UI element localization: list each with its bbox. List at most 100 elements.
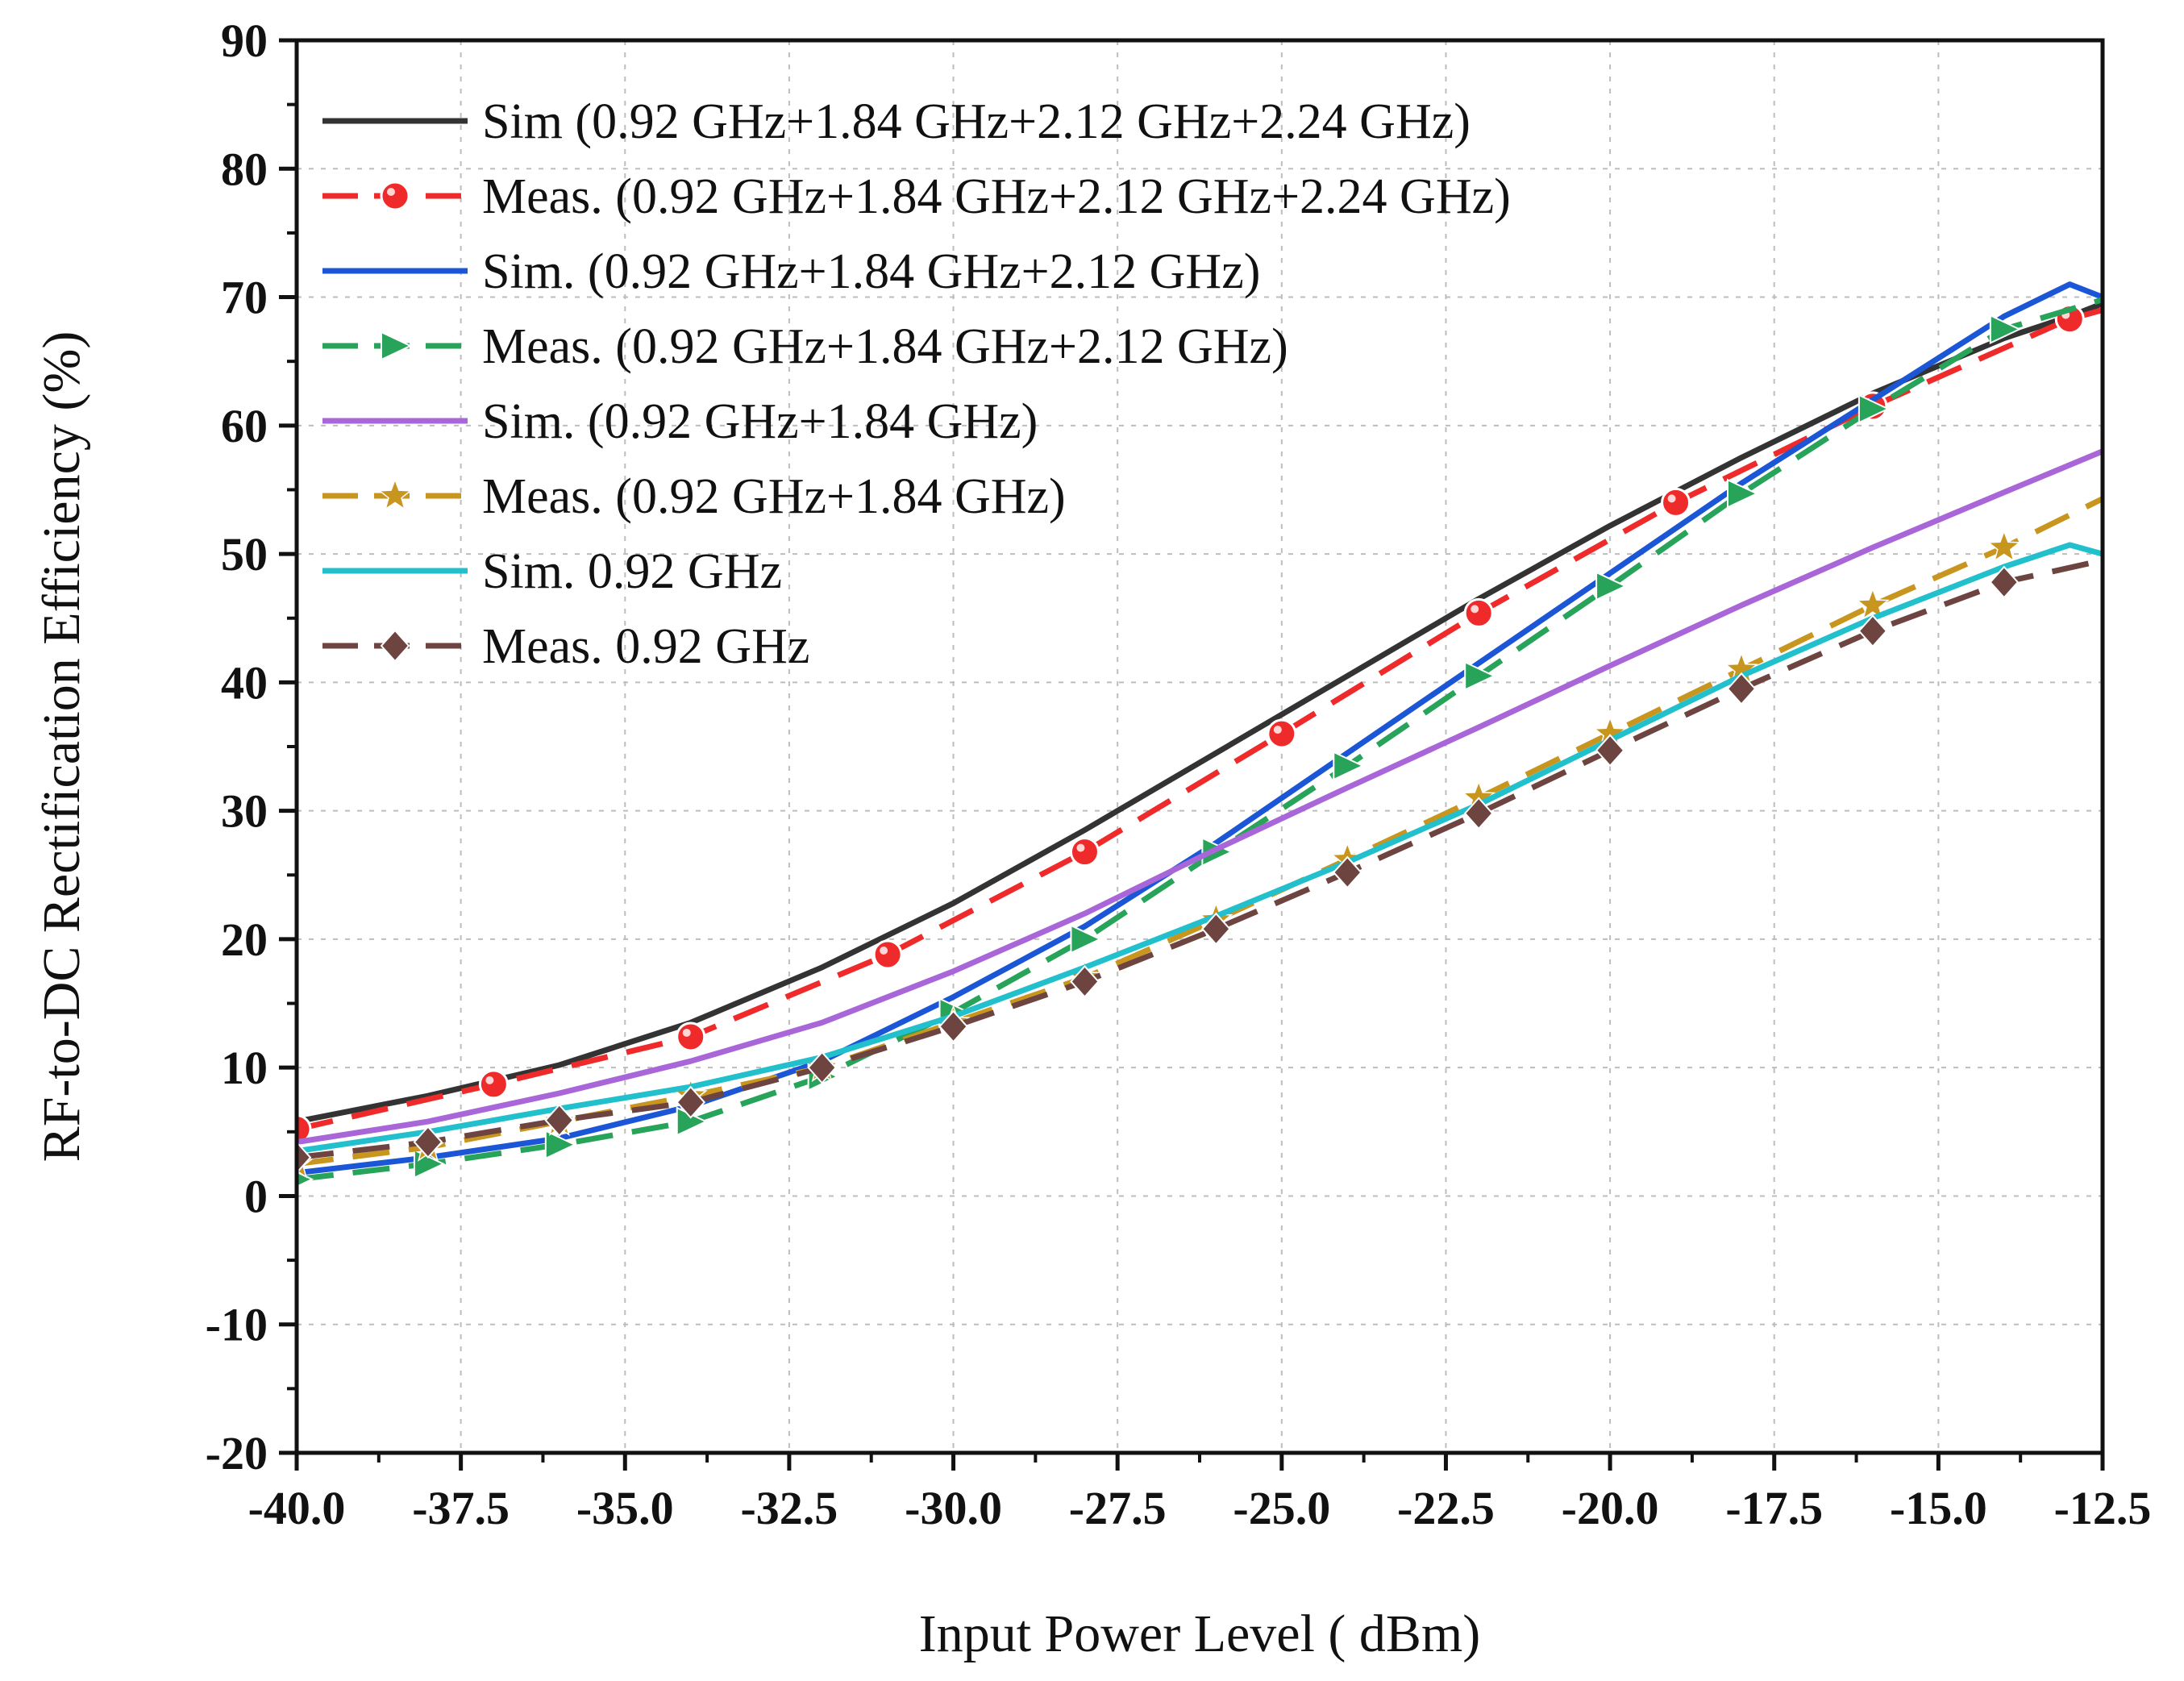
marker-circle	[1661, 487, 1691, 518]
marker-highlight	[387, 188, 395, 196]
grid-layer	[297, 40, 2103, 1453]
series-3	[297, 281, 2103, 1176]
legend-entry: Sim. (0.92 GHz+1.84 GHz)	[322, 394, 1038, 449]
marker-diamond	[1726, 672, 1757, 705]
marker-triangle	[1857, 393, 1891, 424]
marker-triangle	[1989, 314, 2022, 344]
marker-highlight	[485, 1076, 494, 1084]
y-tick-label: 90	[221, 15, 268, 67]
x-tick-label: -25.0	[1233, 1482, 1330, 1534]
series-layer	[297, 281, 2103, 1188]
legend-entry: Meas. (0.92 GHz+1.84 GHz)	[322, 469, 1066, 524]
legend-label: Sim. (0.92 GHz+1.84 GHz+2.12 GHz)	[482, 244, 1260, 299]
legend-entry: Sim. 0.92 GHz	[322, 544, 782, 599]
x-tick-label: -30.0	[905, 1482, 1002, 1534]
x-tick-label: -40.0	[248, 1482, 346, 1534]
legend-label: Meas. 0.92 GHz	[482, 619, 809, 674]
y-tick-label: -20	[206, 1427, 268, 1479]
marker-circle	[380, 181, 410, 211]
marker-diamond	[1070, 964, 1100, 998]
marker-diamond	[807, 1051, 837, 1084]
y-tick-label: 0	[244, 1170, 268, 1222]
marker-highlight	[1471, 605, 1479, 614]
marker-diamond	[1463, 797, 1494, 830]
x-tick-label: -27.5	[1069, 1482, 1167, 1534]
y-tick-label: -10	[206, 1299, 268, 1351]
marker-circle	[1463, 597, 1494, 628]
marker-highlight	[1273, 726, 1282, 734]
series-line	[297, 301, 2103, 1125]
x-axis-title: Input Power Level ( dBm)	[919, 1604, 1481, 1663]
marker-circle	[297, 1114, 312, 1145]
y-tick-label: 60	[221, 400, 268, 452]
marker-diamond	[1857, 614, 1888, 648]
series-line	[297, 307, 2103, 1133]
legend-label: Meas. (0.92 GHz+1.84 GHz+2.12 GHz+2.24 G…	[482, 169, 1511, 224]
x-tick-label: -20.0	[1562, 1482, 1659, 1534]
marker-star	[1986, 529, 2021, 563]
x-tick-label: -12.5	[2054, 1482, 2152, 1534]
axis-layer: -40.0 -37.5 -35.0 -32.5 -30.0 -27.5 -25.0 -22.5…	[206, 15, 2152, 1534]
series-2	[297, 304, 2103, 1145]
series-line	[297, 542, 2103, 1155]
y-tick-label: 80	[221, 143, 268, 195]
legend-label: Sim. (0.92 GHz+1.84 GHz)	[482, 394, 1038, 449]
series-8	[297, 557, 2103, 1175]
legend-entry: Sim. (0.92 GHz+1.84 GHz+2.12 GHz)	[322, 244, 1260, 299]
marker-triangle	[381, 331, 413, 361]
marker-highlight	[880, 947, 888, 955]
marker-diamond	[938, 1009, 968, 1043]
marker-triangle	[544, 1130, 577, 1160]
series-line	[297, 448, 2103, 1146]
y-tick-label: 10	[221, 1042, 268, 1094]
x-tick-label: -15.0	[1890, 1482, 1987, 1534]
marker-highlight	[1667, 494, 1676, 503]
marker-diamond	[1989, 565, 2020, 599]
legend-entry: Meas. (0.92 GHz+1.84 GHz+2.12 GHz+2.24 G…	[322, 169, 1511, 224]
marker-circle	[676, 1021, 706, 1052]
series-7	[297, 542, 2103, 1155]
y-tick-label: 70	[221, 272, 268, 324]
marker-diamond	[413, 1126, 443, 1159]
marker-diamond	[544, 1103, 575, 1137]
marker-diamond	[297, 1141, 312, 1175]
legend-entry: Meas. 0.92 GHz	[322, 619, 809, 674]
series-line	[297, 557, 2103, 1161]
marker-triangle	[1070, 924, 1102, 955]
y-axis-title: RF-to-DC Rectification Efficiency (%)	[32, 331, 91, 1163]
marker-highlight	[1076, 843, 1085, 852]
marker-diamond	[380, 629, 410, 663]
x-tick-label: -32.5	[740, 1482, 838, 1534]
y-tick-label: 20	[221, 913, 268, 966]
marker-star	[377, 477, 413, 510]
y-tick-label: 40	[221, 656, 268, 709]
series-line	[297, 281, 2103, 1176]
marker-triangle	[1727, 478, 1759, 509]
marker-circle	[478, 1069, 509, 1100]
marker-star	[1855, 587, 1890, 620]
legend-entry: Meas. (0.92 GHz+1.84 GHz+2.12 GHz)	[322, 319, 1288, 374]
marker-triangle	[1333, 751, 1365, 781]
marker-highlight	[682, 1028, 691, 1037]
y-tick-label: 50	[221, 528, 268, 580]
marker-diamond	[1332, 855, 1362, 889]
marker-diamond	[1595, 734, 1625, 768]
marker-diamond	[1201, 912, 1231, 946]
series-5	[297, 448, 2103, 1146]
legend-label: Meas. (0.92 GHz+1.84 GHz+2.12 GHz)	[482, 319, 1288, 374]
y-tick-label: 30	[221, 785, 268, 838]
marker-circle	[1267, 718, 1297, 749]
x-tick-label: -35.0	[576, 1482, 674, 1534]
series-1	[297, 301, 2103, 1125]
legend: Sim (0.92 GHz+1.84 GHz+2.12 GHz+2.24 GHz…	[322, 94, 1511, 674]
legend-entry: Sim (0.92 GHz+1.84 GHz+2.12 GHz+2.24 GHz…	[322, 94, 1471, 149]
marker-circle	[872, 939, 903, 970]
x-tick-label: -22.5	[1397, 1482, 1495, 1534]
x-tick-label: -17.5	[1725, 1482, 1823, 1534]
legend-label: Meas. (0.92 GHz+1.84 GHz)	[482, 469, 1066, 524]
legend-label: Sim (0.92 GHz+1.84 GHz+2.12 GHz+2.24 GHz…	[482, 94, 1471, 149]
marker-triangle	[1464, 660, 1496, 691]
marker-triangle	[1595, 571, 1628, 601]
legend-label: Sim. 0.92 GHz	[482, 544, 782, 599]
